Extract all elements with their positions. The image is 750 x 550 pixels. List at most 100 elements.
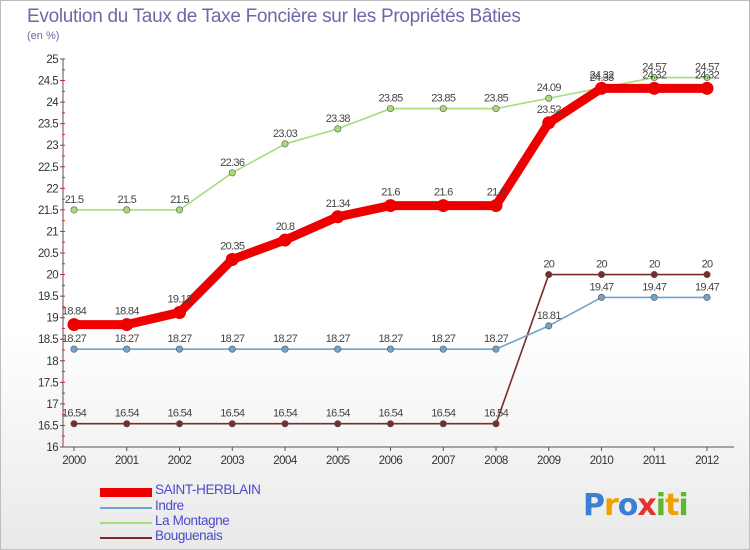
data-point-indre [650, 293, 658, 301]
data-label-bouguenais: 16.54 [431, 408, 456, 420]
y-tick-label: 23 [46, 140, 58, 152]
y-tick-label: 20.5 [38, 248, 58, 260]
data-point-saint-herblain [278, 233, 292, 247]
logo-letter: i [655, 488, 666, 523]
data-point-indre [597, 293, 605, 301]
data-point-saint-herblain [489, 199, 503, 213]
data-label-indre: 18.27 [167, 333, 192, 345]
data-point-bouguenais [703, 271, 711, 279]
data-label-bouguenais: 16.54 [484, 408, 509, 420]
logo-letter: P [583, 488, 605, 523]
data-point-la-montagne [228, 169, 236, 177]
y-tick-label: 22.5 [38, 162, 58, 174]
data-point-indre [123, 345, 131, 353]
data-label-indre: 18.81 [537, 310, 562, 322]
data-point-saint-herblain [647, 81, 661, 95]
logo-letter: o [617, 488, 639, 523]
data-point-la-montagne [439, 105, 447, 113]
legend-label-la-montagne: La Montagne [155, 513, 230, 528]
legend-label-indre: Indre [155, 498, 184, 513]
logo-letter: x [637, 488, 656, 523]
data-label-saint-herblain: 20.35 [220, 240, 245, 252]
x-tick-label: 2010 [590, 455, 614, 467]
data-label-bouguenais: 16.54 [378, 408, 403, 420]
y-tick-label: 17 [46, 399, 58, 411]
data-label-saint-herblain: 21.6 [381, 187, 400, 199]
data-label-bouguenais: 16.54 [326, 408, 351, 420]
y-tick-label: 18 [46, 356, 58, 368]
data-label-bouguenais: 16.54 [115, 408, 140, 420]
data-label-la-montagne: 21.5 [170, 194, 189, 206]
data-label-la-montagne: 24.33 [589, 72, 614, 84]
data-label-bouguenais: 20 [543, 259, 554, 271]
y-tick-label: 19.5 [38, 291, 58, 303]
data-point-bouguenais [334, 420, 342, 428]
data-point-la-montagne [334, 125, 342, 133]
data-point-saint-herblain [384, 199, 397, 213]
x-tick-label: 2008 [484, 455, 508, 467]
y-tick-label: 16.5 [38, 420, 58, 432]
x-tick-label: 2006 [379, 455, 403, 467]
data-label-la-montagne: 24.09 [537, 82, 562, 94]
x-tick-label: 2012 [695, 455, 719, 467]
chart-subtitle: (en %) [27, 30, 60, 42]
data-label-la-montagne: 23.85 [431, 93, 456, 105]
y-tick-label: 19 [46, 313, 58, 325]
data-label-indre: 18.27 [115, 333, 140, 345]
data-label-saint-herblain: 20.8 [276, 221, 295, 233]
y-tick-label: 25 [46, 54, 58, 66]
y-tick-label: 23.5 [38, 119, 58, 131]
data-point-la-montagne [492, 105, 500, 113]
data-label-indre: 18.27 [220, 333, 245, 345]
y-tick-label: 20 [46, 270, 58, 282]
data-label-indre: 18.27 [326, 333, 351, 345]
data-label-saint-herblain: 23.52 [537, 104, 562, 116]
y-tick-label: 22 [46, 183, 58, 195]
x-tick-label: 2002 [168, 455, 192, 467]
data-label-saint-herblain: 21.6 [487, 187, 506, 199]
data-point-saint-herblain [436, 199, 450, 213]
x-tick-label: 2001 [115, 455, 139, 467]
data-label-bouguenais: 20 [596, 259, 607, 271]
data-label-indre: 18.27 [273, 333, 298, 345]
y-tick-label: 16 [46, 442, 58, 454]
data-point-saint-herblain [173, 305, 186, 319]
data-point-indre [281, 345, 289, 353]
y-tick-label: 17.5 [38, 377, 58, 389]
data-point-saint-herblain [225, 252, 239, 266]
data-label-la-montagne: 24.57 [642, 62, 667, 74]
data-label-bouguenais: 20 [702, 259, 713, 271]
data-point-indre [545, 322, 553, 330]
legend-swatch-la-montagne [100, 522, 152, 524]
data-label-indre: 18.27 [378, 333, 403, 345]
data-label-indre: 19.47 [589, 281, 614, 293]
x-tick-label: 2009 [537, 455, 561, 467]
data-label-la-montagne: 23.03 [273, 128, 298, 140]
data-label-la-montagne: 23.38 [326, 113, 351, 125]
data-label-saint-herblain: 18.84 [115, 306, 140, 318]
data-point-la-montagne [176, 206, 184, 214]
x-tick-label: 2005 [326, 455, 350, 467]
data-point-bouguenais [439, 420, 447, 428]
data-point-indre [386, 345, 394, 353]
y-tick-label: 21.5 [38, 205, 58, 217]
data-point-la-montagne [70, 206, 78, 214]
data-point-indre [334, 345, 342, 353]
data-label-la-montagne: 21.5 [117, 194, 136, 206]
data-label-la-montagne: 22.36 [220, 157, 245, 169]
legend-item-bouguenais: Bouguenais [100, 528, 300, 547]
x-tick-label: 2000 [62, 455, 86, 467]
data-label-saint-herblain: 19.12 [167, 293, 192, 305]
data-point-indre [703, 293, 711, 301]
x-tick-label: 2004 [273, 455, 298, 467]
data-point-saint-herblain [595, 81, 608, 95]
data-point-bouguenais [70, 420, 78, 428]
data-label-bouguenais: 16.54 [167, 408, 192, 420]
data-point-indre [70, 345, 78, 353]
data-label-la-montagne: 23.85 [378, 93, 403, 105]
y-tick-label: 18.5 [38, 334, 58, 346]
data-point-la-montagne [545, 94, 553, 102]
data-label-indre: 19.47 [642, 281, 667, 293]
data-label-saint-herblain: 21.6 [434, 187, 453, 199]
legend-swatch-indre [100, 507, 152, 509]
